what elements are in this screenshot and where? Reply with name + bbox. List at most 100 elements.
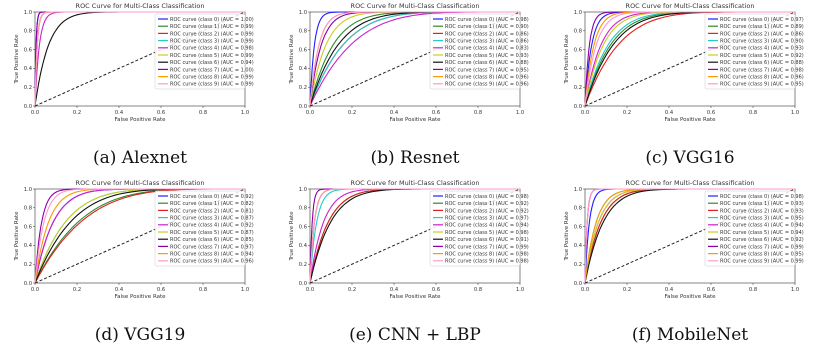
y-tick-label: 1.0 xyxy=(574,10,582,16)
legend-label-class-1: ROC curve (class 1) (AUC = 0.90) xyxy=(445,24,529,30)
legend-label-class-4: ROC curve (class 4) (AUC = 0.92) xyxy=(170,223,254,229)
y-axis-label: True Positive Rate xyxy=(14,211,20,262)
legend-label-class-9: ROC curve (class 9) (AUC = 0.96) xyxy=(445,82,529,88)
legend-label-class-9: ROC curve (class 9) (AUC = 0.95) xyxy=(720,82,804,88)
chart-title: ROC Curve for Multi-Class Classification xyxy=(351,2,480,10)
y-tick-label: 0.6 xyxy=(574,224,582,230)
legend: ROC curve (class 0) (AUC = 0.98)ROC curv… xyxy=(704,190,804,267)
y-tick-label: 0.2 xyxy=(24,85,32,91)
y-tick-label: 0.4 xyxy=(24,243,33,249)
x-tick-label: 0.6 xyxy=(707,287,715,293)
legend-box xyxy=(429,13,521,90)
caption-vgg19: (d) VGG19 xyxy=(94,325,186,345)
legend: ROC curve (class 0) (AUC = 0.98)ROC curv… xyxy=(429,13,529,90)
x-tick-label: 0.4 xyxy=(115,287,124,293)
y-tick-label: 0.2 xyxy=(574,85,582,91)
y-tick-label: 0.4 xyxy=(574,66,583,72)
legend-label-class-2: ROC curve (class 2) (AUC = 0.92) xyxy=(445,208,529,214)
y-tick-label: 0.2 xyxy=(299,85,307,91)
legend-label-class-7: ROC curve (class 7) (AUC = 0.99) xyxy=(720,244,804,250)
y-tick-label: 0.6 xyxy=(24,47,32,53)
legend-label-class-3: ROC curve (class 3) (AUC = 0.87) xyxy=(170,216,254,222)
x-tick-label: 0.2 xyxy=(623,287,631,293)
legend: ROC curve (class 0) (AUC = 0.98)ROC curv… xyxy=(429,190,529,267)
roc-chart-vgg19: ROC Curve for Multi-Class Classification… xyxy=(14,179,254,300)
x-tick-label: 0.4 xyxy=(390,287,399,293)
legend-label-class-2: ROC curve (class 2) (AUC = 0.86) xyxy=(720,31,804,37)
x-tick-label: 0.6 xyxy=(432,110,440,116)
legend: ROC curve (class 0) (AUC = 0.97) ROC curv… xyxy=(704,13,804,90)
x-tick-label: 1.0 xyxy=(791,287,799,293)
x-axis-label: False Positive Rate xyxy=(664,294,716,300)
legend-label-class-8: ROC curve (class 8) (AUC = 0.95) xyxy=(720,252,804,258)
x-tick-label: 0.4 xyxy=(390,110,399,116)
y-tick-label: 0.0 xyxy=(24,104,32,110)
legend-label-class-4: ROC curve (class 4) (AUC = 0.94) xyxy=(720,223,804,229)
legend: ROC curve (class 0) (AUC = 0.92)ROC curv… xyxy=(154,190,254,267)
x-tick-label: 0.4 xyxy=(115,110,124,116)
legend-label-class-8: ROC curve (class 8) (AUC = 0.98) xyxy=(445,252,529,258)
x-tick-label: 0.2 xyxy=(73,287,81,293)
legend-label-class-5: ROC curve (class 5) (AUC = 0.87) xyxy=(170,230,254,236)
y-tick-label: 0.6 xyxy=(299,47,307,53)
x-axis-label: False Positive Rate xyxy=(114,117,166,123)
panel-vgg16: ROC Curve for Multi-Class Classification… xyxy=(555,0,825,177)
y-tick-label: 1.0 xyxy=(24,187,32,193)
chart-title: ROC Curve for Multi-Class Classification xyxy=(76,179,205,187)
legend-label-class-0: ROC curve (class 0) (AUC = 0.97) xyxy=(720,17,804,23)
x-tick-label: 1.0 xyxy=(516,287,524,293)
y-tick-label: 0.6 xyxy=(299,224,307,230)
roc-chart-vgg16: ROC Curve for Multi-Class Classification… xyxy=(564,2,804,123)
panel-cnn-lbp: ROC Curve for Multi-Class Classification… xyxy=(280,177,550,354)
y-axis-label: True Positive Rate xyxy=(289,34,295,85)
x-tick-label: 0.6 xyxy=(157,110,165,116)
x-axis-label: False Positive Rate xyxy=(389,294,441,300)
roc-curve-class-9 xyxy=(309,188,520,284)
legend-label-class-3: ROC curve (class 3) (AUC = 0.97) xyxy=(445,216,529,222)
legend-label-class-6: ROC curve (class 6) (AUC = 0.85) xyxy=(170,237,254,243)
legend-label-class-7: ROC curve (class 7) (AUC = 0.95) xyxy=(445,67,529,73)
y-tick-label: 0.8 xyxy=(574,206,582,212)
y-tick-label: 0.2 xyxy=(299,262,307,268)
y-tick-label: 0.8 xyxy=(24,206,32,212)
legend-label-class-5: ROC curve (class 5) (AUC = 0.92) xyxy=(720,53,804,59)
x-tick-label: 0.8 xyxy=(474,287,482,293)
caption-alexnet: (a) Alexnet xyxy=(92,148,187,168)
legend-label-class-7: ROC curve (class 7) (AUC = 0.97) xyxy=(170,244,254,250)
y-tick-label: 0.8 xyxy=(299,29,307,35)
chart-title: ROC Curve for Multi-Class Classification xyxy=(626,2,755,10)
roc-curve-class-9 xyxy=(584,11,795,107)
x-tick-label: 0.2 xyxy=(348,287,356,293)
legend-label-class-6: ROC curve (class 6) (AUC = 0.88) xyxy=(720,60,804,66)
caption-cnn-lbp: (e) CNN + LBP xyxy=(349,325,481,345)
legend-label-class-2: ROC curve (class 2) (AUC = 0.93) xyxy=(720,208,804,214)
legend-label-class-1: ROC curve (class 1) (AUC = 0.92) xyxy=(445,201,529,207)
legend-label-class-6: ROC curve (class 6) (AUC = 0.94) xyxy=(170,60,254,66)
y-tick-label: 1.0 xyxy=(299,10,307,16)
legend-label-class-7: ROC curve (class 7) (AUC = 0.98) xyxy=(720,67,804,73)
legend-label-class-9: ROC curve (class 9) (AUC = 0.98) xyxy=(445,259,529,265)
legend-label-class-8: ROC curve (class 8) (AUC = 0.94) xyxy=(170,252,254,258)
y-tick-label: 0.4 xyxy=(24,66,33,72)
roc-chart-resnet: ROC Curve for Multi-Class Classification… xyxy=(289,2,529,123)
x-axis-label: False Positive Rate xyxy=(114,294,166,300)
roc-curve-class-9 xyxy=(34,11,245,107)
legend-label-class-9: ROC curve (class 9) (AUC = 0.99) xyxy=(720,259,804,265)
y-tick-label: 1.0 xyxy=(299,187,307,193)
x-tick-label: 0.0 xyxy=(581,287,589,293)
y-axis-label: True Positive Rate xyxy=(14,34,20,85)
legend-box xyxy=(154,13,246,90)
roc-chart-cnn-lbp: ROC Curve for Multi-Class Classification… xyxy=(289,179,529,300)
y-tick-label: 1.0 xyxy=(574,187,582,193)
legend-label-class-6: ROC curve (class 6) (AUC = 0.92) xyxy=(720,237,804,243)
x-axis-label: False Positive Rate xyxy=(664,117,716,123)
x-tick-label: 1.0 xyxy=(241,110,249,116)
legend-label-class-5: ROC curve (class 5) (AUC = 0.94) xyxy=(720,230,804,236)
x-tick-label: 0.8 xyxy=(749,287,757,293)
y-tick-label: 0.8 xyxy=(299,206,307,212)
x-tick-label: 0.8 xyxy=(474,110,482,116)
legend-label-class-9: ROC curve (class 9) (AUC = 0.99) xyxy=(170,82,254,88)
legend-label-class-3: ROC curve (class 3) (AUC = 0.86) xyxy=(445,39,529,45)
y-tick-label: 0.4 xyxy=(299,243,308,249)
roc-curve-class-9 xyxy=(309,11,520,107)
